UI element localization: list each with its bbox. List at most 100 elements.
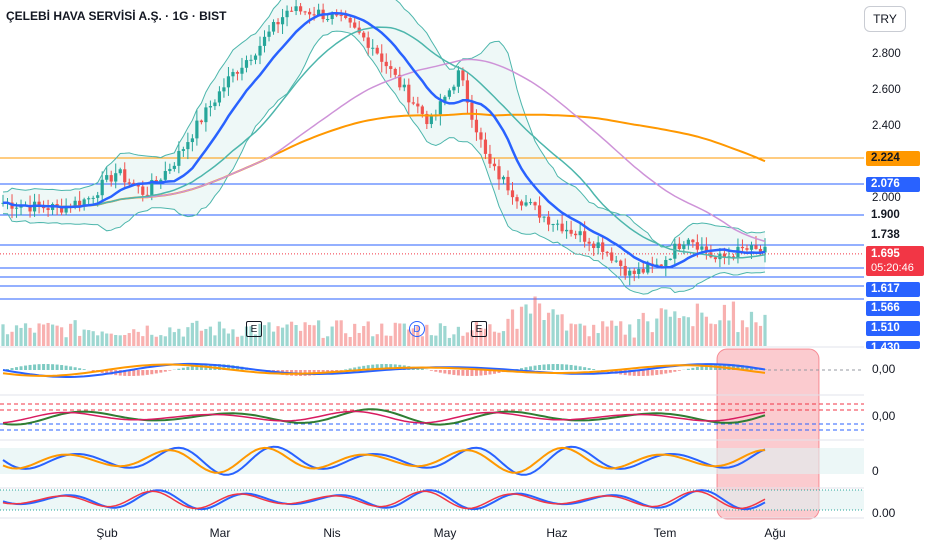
volume-bar [1,324,5,346]
volume-bar [118,335,122,346]
candle-body [713,257,718,260]
volume-bar [163,336,167,346]
candle-body [700,246,704,250]
candle-body [127,182,131,184]
volume-bar [132,329,136,346]
volume-bar [691,326,695,346]
earnings-event-marker[interactable]: E [246,321,262,337]
volume-bar [479,328,483,346]
volume-bar [673,311,677,346]
volume-bar [253,334,258,346]
macd-histogram-bar [64,365,68,370]
x-axis-label: Ağu [764,526,786,540]
candle-body [280,17,285,25]
candle-body [659,264,663,266]
volume-bar [123,334,127,346]
volume-bar [718,320,722,346]
macd-histogram-bar [190,366,194,370]
oscillator-1-value: 0,00 [872,362,896,376]
candle-body [465,80,470,103]
candle-body [339,15,343,17]
osc-2-signal [2,410,766,424]
volume-bar [754,322,758,346]
volume-bar [172,332,176,346]
candle-body [303,11,307,13]
macd-histogram-bar [659,370,663,375]
volume-bar [542,320,546,346]
earnings-event-marker[interactable]: E [471,321,487,337]
macd-histogram-bar [37,364,41,370]
volume-bar [763,314,767,346]
volume-bar [569,323,573,346]
macd-histogram-bar [704,365,708,370]
volume-bar [614,325,618,346]
volume-bar [470,330,474,346]
macd-histogram-bar [578,366,582,370]
candle-body [447,90,451,97]
volume-bar [344,333,348,346]
candle-body [668,258,672,260]
volume-bar [713,324,718,346]
macd-histogram-bar [416,367,420,370]
candle-body [154,179,158,182]
osc-2-line [2,408,766,426]
bollinger-band-fill [3,0,765,295]
candle-body [479,132,483,140]
volume-bar [280,327,285,346]
volume-bar [114,335,118,346]
macd-histogram-bar [637,370,641,376]
candle-body [123,169,127,183]
volume-bar [181,336,185,346]
volume-bar [46,322,50,346]
candle-body [28,205,32,212]
candle-body [420,106,424,114]
x-axis-label: Tem [653,526,677,540]
volume-bar [19,327,23,346]
candle-body [190,138,194,143]
volume-bar [425,324,429,346]
candle-body [271,22,276,32]
volume-bar [240,335,244,346]
currency-button[interactable]: TRY [864,6,906,32]
dividend-event-marker[interactable]: D [409,321,425,337]
macd-histogram-bar [6,369,10,370]
macd-histogram-bar [163,370,167,372]
volume-bar [82,329,86,346]
volume-bar [321,337,325,346]
macd-histogram-bar [569,364,573,370]
price-level-tag: 1.900 [866,208,920,223]
volume-bar [515,328,519,346]
volume-bar [497,332,501,346]
volume-bar [371,336,375,346]
candle-body [641,268,645,273]
candle-body [601,242,605,252]
volume-bar [650,332,654,346]
macd-histogram-bar [520,368,524,370]
volume-bar [402,323,406,346]
macd-histogram-bar [650,370,654,376]
macd-histogram-bar [217,364,221,370]
macd-histogram-bar [740,365,744,370]
volume-bar [565,330,569,346]
candle-body [673,243,677,259]
candle-body [114,173,118,182]
candle-body [402,84,406,88]
macd-histogram-bar [461,370,465,376]
macd-histogram-bar [28,364,32,370]
macd-histogram-bar [118,370,122,376]
volume-bar [339,320,343,346]
candle-body [605,251,609,253]
candle-body [497,166,501,180]
volume-bar [366,321,370,346]
macd-histogram-bar [33,364,37,370]
macd-histogram-bar [474,370,478,376]
macd-histogram-bar [132,370,136,376]
candle-body [109,175,113,182]
macd-histogram-bar [646,370,650,376]
macd-histogram-bar [700,366,704,370]
candle-body [348,17,352,23]
volume-bar [190,322,194,346]
candle-body [213,102,217,107]
candle-body [506,176,510,191]
